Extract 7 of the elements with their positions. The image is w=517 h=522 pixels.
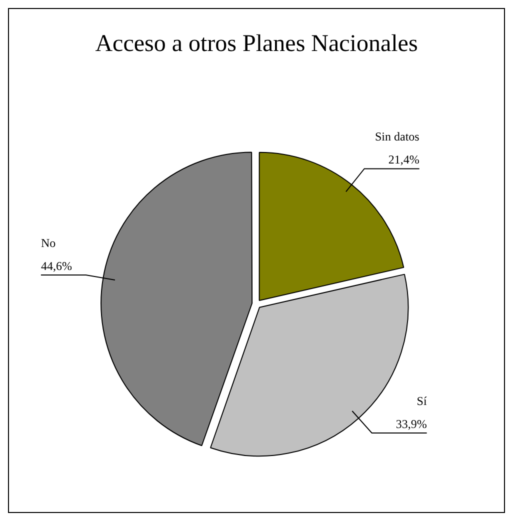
chart-title: Acceso a otros Planes Nacionales (94, 31, 419, 58)
slice-label: Sí (416, 394, 428, 408)
data-label: 21,4% (388, 152, 420, 167)
data-label: 44,6% (40, 259, 72, 274)
slice-label: Sin datos (374, 130, 420, 144)
slice-label: No (40, 236, 56, 250)
data-label: 33,9% (396, 416, 427, 431)
